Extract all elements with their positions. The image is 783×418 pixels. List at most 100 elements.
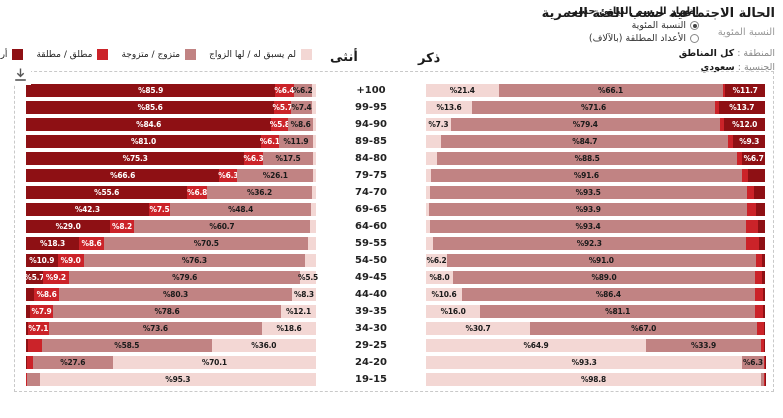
bar-segment-married[interactable]: %73.6: [48, 322, 263, 335]
bar-segment-married[interactable]: %81.1: [480, 305, 756, 318]
legend-item-never_married[interactable]: لم يسبق له / لها الزواج: [209, 49, 312, 60]
bar-segment-widowed[interactable]: %11.7: [725, 84, 765, 97]
bar-segment-widowed[interactable]: [763, 305, 765, 318]
bar-segment-divorced[interactable]: [754, 288, 763, 301]
bar-segment-widowed[interactable]: %9.3: [733, 135, 765, 148]
bar-segment-married[interactable]: %93.5: [429, 186, 747, 199]
bar-segment-divorced[interactable]: %7.1: [28, 322, 49, 335]
bar-segment-married[interactable]: %86.4: [461, 288, 755, 301]
bar-segment-never_married[interactable]: [426, 220, 430, 233]
bar-segment-divorced[interactable]: %6.3: [218, 169, 238, 182]
bar-segment-married[interactable]: %79.4: [450, 118, 720, 131]
bar-segment-never_married[interactable]: [313, 118, 316, 131]
legend-item-divorced[interactable]: مطلق / مطلقة: [36, 49, 109, 60]
bar-segment-widowed[interactable]: %42.3: [26, 203, 149, 216]
bar-segment-divorced[interactable]: [745, 237, 759, 250]
bar-segment-divorced[interactable]: %8.6: [79, 237, 105, 250]
bar-segment-widowed[interactable]: %85.9: [26, 84, 276, 97]
bar-segment-married[interactable]: %84.7: [441, 135, 729, 148]
bar-segment-widowed[interactable]: [26, 356, 27, 369]
bar-segment-never_married[interactable]: %10.6: [426, 288, 462, 301]
bar-segment-widowed[interactable]: %84.6: [26, 118, 272, 131]
bar-segment-never_married[interactable]: %36.0: [211, 339, 316, 352]
bar-segment-widowed[interactable]: %66.6: [26, 169, 220, 182]
bar-segment-divorced[interactable]: [719, 118, 725, 131]
bar-segment-married[interactable]: %71.6: [472, 101, 715, 114]
bar-segment-widowed[interactable]: %55.6: [26, 186, 188, 199]
bar-segment-married[interactable]: %58.5: [41, 339, 212, 352]
bar-segment-divorced[interactable]: %5.7: [273, 101, 293, 114]
bar-segment-never_married[interactable]: [426, 152, 438, 165]
radio-option-percentage[interactable]: النسبة المئوية: [568, 20, 699, 31]
bar-segment-married[interactable]: %26.1: [237, 169, 314, 182]
bar-segment-widowed[interactable]: [748, 169, 765, 182]
bar-segment-married[interactable]: %17.5: [262, 152, 314, 165]
bar-segment-divorced[interactable]: %5.8: [270, 118, 290, 131]
bar-segment-married[interactable]: %27.6: [32, 356, 113, 369]
bar-segment-never_married[interactable]: %64.9: [426, 339, 646, 352]
bar-segment-widowed[interactable]: %29.0: [26, 220, 111, 233]
bar-segment-widowed[interactable]: [762, 271, 765, 284]
bar-segment-divorced[interactable]: [746, 186, 755, 199]
bar-segment-divorced[interactable]: [755, 254, 762, 267]
bar-segment-widowed[interactable]: [26, 322, 29, 335]
radio-unselected-icon[interactable]: [690, 34, 699, 43]
bar-segment-never_married[interactable]: %98.8: [426, 373, 761, 386]
bar-segment-married[interactable]: %88.5: [437, 152, 738, 165]
bar-segment-widowed[interactable]: [26, 288, 35, 301]
bar-segment-divorced[interactable]: %7.9: [30, 305, 53, 318]
bar-segment-widowed[interactable]: [756, 203, 765, 216]
bar-segment-divorced[interactable]: %6.3: [244, 152, 264, 165]
bar-segment-married[interactable]: %67.0: [530, 322, 758, 335]
bar-segment-divorced[interactable]: [728, 135, 734, 148]
bar-segment-never_married[interactable]: [426, 203, 430, 216]
bar-segment-never_married[interactable]: %30.7: [426, 322, 531, 335]
bar-segment-divorced[interactable]: [722, 84, 726, 97]
bar-segment-married[interactable]: %48.4: [170, 203, 311, 216]
bar-segment-widowed[interactable]: [764, 339, 765, 352]
legend-item-married[interactable]: متزوج / متزوجة: [121, 49, 197, 60]
bar-segment-never_married[interactable]: %13.6: [426, 101, 473, 114]
bar-segment-married[interactable]: %8.6: [288, 118, 314, 131]
bar-segment-married[interactable]: %7.4: [290, 101, 313, 114]
bar-segment-divorced[interactable]: %9.0: [57, 254, 84, 267]
bar-segment-never_married[interactable]: %8.0: [426, 271, 454, 284]
bar-segment-never_married[interactable]: [426, 186, 430, 199]
download-button[interactable]: [10, 64, 31, 85]
bar-segment-divorced[interactable]: %6.1: [260, 135, 280, 148]
bar-segment-widowed[interactable]: %81.0: [26, 135, 261, 148]
bar-segment-never_married[interactable]: [313, 135, 316, 148]
bar-segment-never_married[interactable]: %12.1: [280, 305, 316, 318]
bar-segment-married[interactable]: %76.3: [83, 254, 305, 267]
bar-segment-divorced[interactable]: %8.2: [110, 220, 134, 233]
bar-segment-married[interactable]: %89.0: [453, 271, 755, 284]
legend-item-widowed[interactable]: أرمل / أرملة: [0, 49, 24, 60]
bar-segment-widowed[interactable]: %5.7: [24, 271, 45, 284]
bar-segment-divorced[interactable]: [754, 271, 763, 284]
bar-segment-never_married[interactable]: %8.3: [291, 288, 316, 301]
bar-segment-divorced[interactable]: [26, 356, 33, 369]
bar-segment-widowed[interactable]: [757, 220, 765, 233]
bar-segment-never_married[interactable]: [304, 254, 316, 267]
bar-segment-married[interactable]: %60.7: [133, 220, 310, 233]
bar-segment-married[interactable]: %11.9: [278, 135, 314, 148]
bar-segment-widowed[interactable]: [761, 254, 765, 267]
bar-segment-married[interactable]: %70.5: [104, 237, 309, 250]
bar-segment-divorced[interactable]: %8.6: [34, 288, 60, 301]
bar-segment-never_married[interactable]: [311, 84, 316, 97]
bar-segment-divorced[interactable]: [741, 169, 749, 182]
bar-segment-married[interactable]: %93.4: [429, 220, 747, 233]
bar-segment-never_married[interactable]: [313, 152, 316, 165]
bar-segment-never_married[interactable]: %21.4: [426, 84, 499, 97]
bar-segment-married[interactable]: %80.3: [59, 288, 292, 301]
bar-segment-never_married[interactable]: [426, 135, 442, 148]
bar-segment-married[interactable]: %6.2: [293, 84, 313, 97]
bar-segment-divorced[interactable]: [760, 339, 765, 352]
bar-segment-widowed[interactable]: [26, 339, 28, 352]
bar-segment-married[interactable]: %78.6: [52, 305, 281, 318]
bar-segment-divorced[interactable]: [27, 339, 42, 352]
bar-segment-widowed[interactable]: [762, 288, 765, 301]
bar-segment-married[interactable]: %79.6: [69, 271, 301, 284]
bar-segment-divorced[interactable]: %6.4: [274, 84, 295, 97]
bar-segment-widowed[interactable]: [26, 305, 31, 318]
